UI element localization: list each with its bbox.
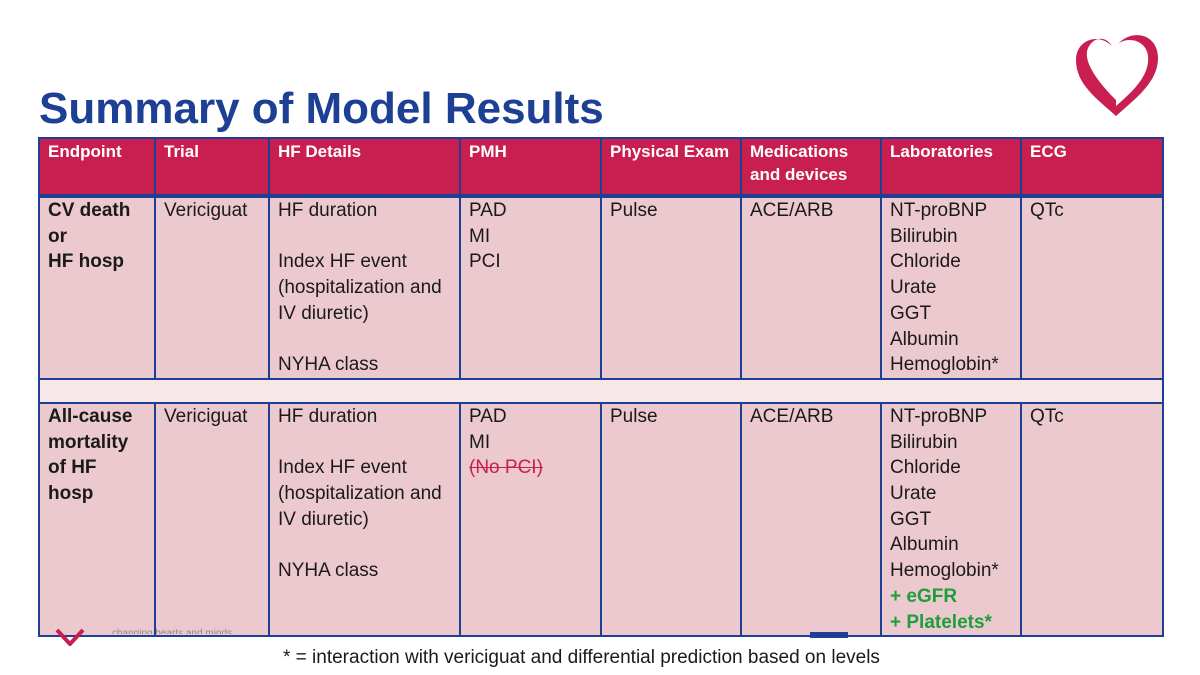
cell-line: Pulse: [610, 405, 658, 427]
cell-line: PCI: [469, 251, 501, 273]
cell-line: IV diuretic): [278, 508, 369, 530]
cell-line: + eGFR: [890, 585, 958, 607]
cell-line: Albumin: [890, 534, 959, 556]
cell-medications: ACE/ARB: [740, 401, 882, 638]
cell-trial: Vericiguat: [154, 195, 270, 380]
cell-line: NT-proBNP: [890, 405, 988, 427]
blank-line: [278, 224, 451, 250]
cell-physical-exam: Pulse: [600, 195, 742, 380]
cell-line: Urate: [890, 277, 937, 299]
footer-heart-icon: [55, 628, 85, 646]
cell-line: + Platelets*: [890, 611, 992, 633]
footer-bar: [810, 632, 848, 638]
blank-line: [278, 327, 451, 353]
header-laboratories: Laboratories: [880, 137, 1022, 197]
cell-line: HF hosp: [48, 251, 124, 273]
cell-line: NYHA class: [278, 560, 379, 582]
cell-medications: ACE/ARB: [740, 195, 882, 380]
cell-endpoint: All-cause mortality of HF hosp: [38, 401, 156, 638]
cell-line: Chloride: [890, 251, 961, 273]
spacer-cell: [38, 377, 1164, 404]
cell-line: Chloride: [890, 457, 961, 479]
cell-line: QTc: [1030, 200, 1064, 221]
cell-line: or: [48, 225, 67, 247]
cell-trial: Vericiguat: [154, 401, 270, 638]
cell-line: PAD: [469, 200, 507, 221]
cell-line: PAD: [469, 405, 507, 427]
cell-ecg: QTc: [1020, 401, 1164, 638]
table-row: All-cause mortality of HF hosp Vericiguat H…: [38, 401, 1164, 638]
cell-line: Pulse: [610, 200, 658, 221]
cell-line: ACE/ARB: [750, 200, 834, 221]
heart-ribbon-icon: [1076, 35, 1158, 116]
cell-line: ACE/ARB: [750, 405, 834, 427]
header-hf-details: HF Details: [268, 137, 461, 197]
cell-line: Index HF event: [278, 251, 407, 273]
cell-line: (No PCI): [469, 457, 543, 479]
spacer-row: [38, 377, 1164, 404]
cell-line: hosp: [48, 483, 94, 505]
cell-line: Hemoglobin*: [890, 560, 999, 582]
cell-pmh: PAD MI PCI: [459, 195, 602, 380]
header-physical-exam: Physical Exam: [600, 137, 742, 197]
cell-line: MI: [469, 431, 491, 453]
cell-line: Vericiguat: [164, 200, 248, 221]
cell-hf-details: HF duration Index HF event (hospitalizatio…: [268, 401, 461, 638]
blank-line: [278, 532, 451, 558]
header-endpoint: Endpoint: [38, 137, 156, 197]
cell-line: NT-proBNP: [890, 200, 988, 221]
cell-line: MI: [469, 225, 491, 247]
blank-line: [278, 430, 451, 456]
cell-line: Urate: [890, 483, 937, 505]
cell-laboratories: NT-proBNP Bilirubin Chloride Urate GGT Albumi…: [880, 401, 1022, 638]
cell-hf-details: HF duration Index HF event (hospitalizatio…: [268, 195, 461, 380]
header-trial: Trial: [154, 137, 270, 197]
cell-line: HF duration: [278, 405, 378, 427]
header-pmh: PMH: [459, 137, 602, 197]
header-medications: Medications and devices: [740, 137, 882, 197]
cell-line: IV diuretic): [278, 302, 369, 324]
cell-line: GGT: [890, 508, 932, 530]
footnote: * = interaction with vericiguat and diff…: [283, 647, 880, 668]
cell-ecg: QTc: [1020, 195, 1164, 380]
cell-line: Index HF event: [278, 457, 407, 479]
cell-line: QTc: [1030, 405, 1064, 427]
cell-physical-exam: Pulse: [600, 401, 742, 638]
cell-line: Bilirubin: [890, 225, 958, 247]
results-table: Endpoint Trial HF Details PMH Physical E…: [38, 137, 1164, 638]
cell-line: Bilirubin: [890, 431, 958, 453]
cell-line: CV death: [48, 200, 131, 221]
cell-line: (hospitalization and: [278, 483, 442, 505]
cell-line: Hemoglobin*: [890, 354, 999, 376]
table-row: CV death or HF hosp Vericiguat HF duration…: [38, 195, 1164, 380]
cell-line: of HF: [48, 457, 97, 479]
cell-line: Vericiguat: [164, 405, 248, 427]
footer-tagline: changing hearts and minds: [112, 628, 233, 634]
header-ecg: ECG: [1020, 137, 1164, 197]
cell-line: (hospitalization and: [278, 277, 442, 299]
cell-endpoint: CV death or HF hosp: [38, 195, 156, 380]
cell-line: NYHA class: [278, 354, 379, 376]
page-title: Summary of Model Results: [39, 84, 604, 133]
cell-line: All-cause: [48, 405, 133, 427]
cell-line: HF duration: [278, 200, 378, 221]
cell-line: GGT: [890, 302, 932, 324]
cell-pmh: PAD MI (No PCI): [459, 401, 602, 638]
cell-line: Albumin: [890, 328, 959, 350]
header-row: Endpoint Trial HF Details PMH Physical E…: [38, 137, 1164, 197]
cell-laboratories: NT-proBNP Bilirubin Chloride Urate GGT Albumi…: [880, 195, 1022, 380]
cell-line: mortality: [48, 431, 129, 453]
